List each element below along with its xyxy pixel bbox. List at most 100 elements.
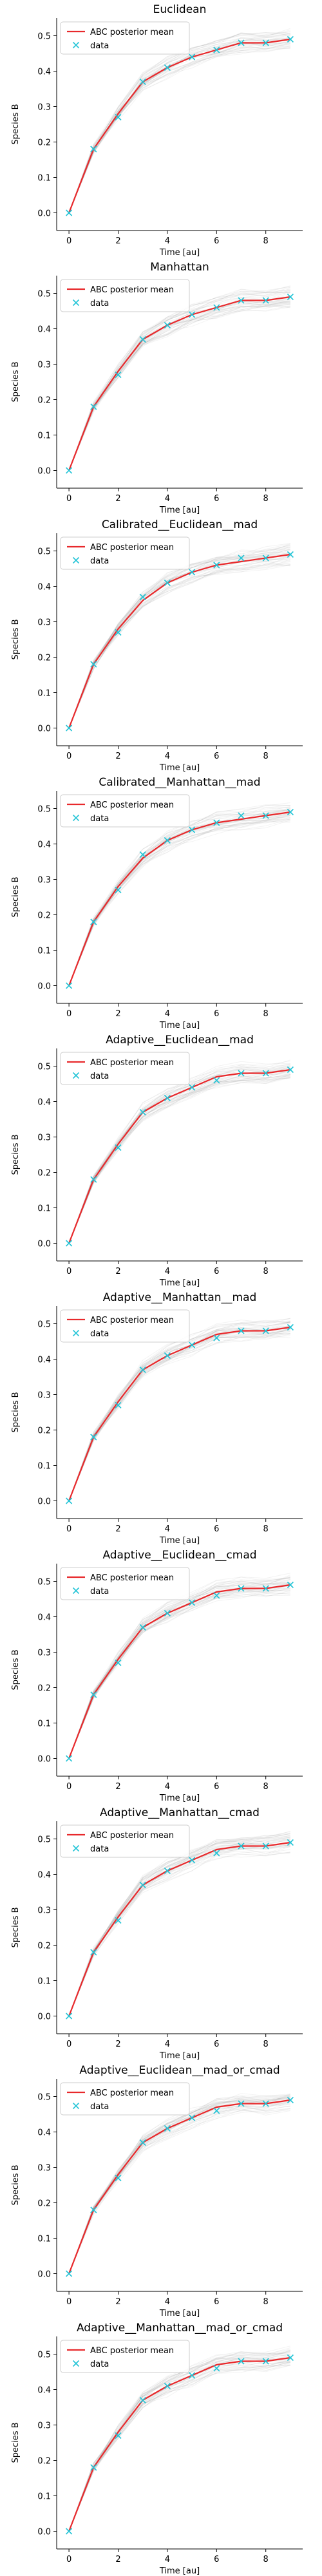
x-axis-label: Time [au] bbox=[159, 763, 200, 773]
posterior-samples bbox=[68, 285, 291, 471]
posterior-sample-line bbox=[68, 553, 290, 728]
posterior-sample-line bbox=[68, 298, 290, 471]
y-tick-label: 0.4 bbox=[37, 1098, 51, 1108]
posterior-sample-line bbox=[68, 300, 290, 471]
x-tick-label: 6 bbox=[214, 1267, 219, 1276]
data-point bbox=[90, 403, 97, 410]
posterior-sample-line bbox=[68, 553, 290, 728]
y-tick-label: 0.0 bbox=[37, 209, 51, 219]
posterior-samples bbox=[68, 28, 291, 213]
posterior-sample-line bbox=[68, 305, 290, 471]
posterior-samples bbox=[68, 802, 291, 986]
posterior-sample-line bbox=[68, 821, 290, 986]
x-tick-label: 4 bbox=[165, 1782, 170, 1792]
subplot-4: Calibrated__Manhattan__mad 0.0 0.1 0.2 0.3 0.… bbox=[11, 776, 303, 1030]
legend-marker-swatch bbox=[72, 1844, 80, 1852]
y-tick-label: 0.1 bbox=[37, 1719, 51, 1729]
data-point bbox=[66, 1240, 73, 1247]
posterior-samples bbox=[68, 2345, 291, 2532]
posterior-sample-line bbox=[68, 1333, 290, 1501]
x-axis-label: Time [au] bbox=[159, 1278, 200, 1288]
data-point bbox=[213, 1077, 220, 1084]
data-point bbox=[90, 146, 97, 153]
data-point bbox=[90, 1949, 97, 1956]
y-tick-label: 0.3 bbox=[37, 2164, 51, 2174]
legend-label-mean: ABC posterior mean bbox=[90, 2088, 174, 2098]
posterior-sample-line bbox=[68, 2097, 290, 2274]
data-point bbox=[90, 1176, 97, 1183]
posterior-sample-line bbox=[68, 1328, 290, 1501]
posterior-sample-line bbox=[68, 2349, 290, 2532]
posterior-sample-line bbox=[68, 2098, 291, 2274]
posterior-sample-line bbox=[68, 303, 290, 471]
data-point bbox=[164, 321, 171, 329]
x-tick-label: 6 bbox=[214, 1009, 219, 1019]
data-point bbox=[262, 2358, 269, 2365]
posterior-sample-line bbox=[68, 2365, 291, 2532]
posterior-sample-line bbox=[68, 1839, 291, 2016]
posterior-samples bbox=[68, 2093, 291, 2274]
y-tick-label: 0.1 bbox=[37, 1977, 51, 1987]
data-point bbox=[90, 661, 97, 668]
posterior-sample-line bbox=[68, 815, 290, 986]
x-tick-label: 6 bbox=[214, 236, 219, 246]
legend-frame bbox=[60, 1824, 190, 1858]
data-point bbox=[66, 467, 73, 474]
posterior-sample-line bbox=[68, 2361, 291, 2532]
posterior-sample-line bbox=[68, 564, 290, 728]
data-point bbox=[115, 2174, 122, 2182]
data-point bbox=[164, 579, 171, 587]
legend-label-mean: ABC posterior mean bbox=[90, 800, 174, 810]
posterior-sample-line bbox=[68, 45, 290, 213]
legend-marker-swatch bbox=[72, 1072, 80, 1079]
posterior-sample-line bbox=[68, 1321, 290, 1501]
posterior-sample-line bbox=[68, 543, 291, 728]
y-tick-label: 0.5 bbox=[37, 32, 51, 42]
posterior-sample-line bbox=[68, 810, 290, 986]
y-tick-label: 0.0 bbox=[37, 1497, 51, 1507]
posterior-sample-line bbox=[68, 546, 291, 728]
data-point bbox=[213, 304, 220, 311]
posterior-sample-line bbox=[68, 1848, 290, 2016]
y-axis-label: Species B bbox=[11, 361, 21, 402]
y-tick-label: 0.2 bbox=[37, 654, 51, 663]
posterior-sample-line bbox=[68, 805, 290, 986]
posterior-sample-line bbox=[68, 2362, 291, 2532]
posterior-sample-line bbox=[68, 1076, 291, 1244]
posterior-sample-line bbox=[68, 554, 290, 728]
legend: ABC posterior mean data bbox=[60, 21, 190, 55]
legend-label-data: data bbox=[90, 1587, 109, 1596]
posterior-sample-line bbox=[68, 2101, 290, 2274]
posterior-sample-line bbox=[68, 1581, 290, 1759]
data-point bbox=[189, 826, 196, 833]
series-line-abc-posterior-mean bbox=[68, 553, 291, 728]
posterior-sample-line bbox=[68, 1577, 290, 1759]
posterior-sample-line bbox=[68, 2350, 291, 2532]
posterior-sample-line bbox=[68, 37, 290, 213]
posterior-sample-line bbox=[68, 555, 291, 728]
chart-title: Adaptive__Euclidean__mad_or_cmad bbox=[79, 2064, 279, 2077]
data-point bbox=[262, 1585, 269, 1592]
posterior-sample-line bbox=[68, 544, 291, 728]
posterior-sample-line bbox=[68, 808, 291, 986]
posterior-sample-line bbox=[68, 301, 290, 471]
y-tick-label: 0.3 bbox=[37, 1649, 51, 1658]
y-tick-label: 0.1 bbox=[37, 1462, 51, 1472]
data-point bbox=[262, 554, 269, 562]
legend-marker-swatch bbox=[72, 2102, 80, 2110]
posterior-sample-line bbox=[68, 303, 290, 471]
posterior-sample-line bbox=[68, 564, 290, 728]
data-point bbox=[66, 1755, 73, 1762]
series-line-abc-posterior-mean bbox=[68, 1068, 291, 1244]
posterior-sample-line bbox=[68, 2349, 291, 2532]
y-tick-label: 0.4 bbox=[37, 325, 51, 335]
data-point bbox=[287, 1323, 294, 1331]
posterior-sample-line bbox=[68, 1590, 291, 1759]
posterior-sample-line bbox=[68, 564, 290, 728]
posterior-sample-line bbox=[68, 2347, 291, 2532]
legend-marker-swatch bbox=[72, 1329, 80, 1337]
y-tick-label: 0.3 bbox=[37, 2421, 51, 2431]
posterior-sample-line bbox=[68, 2096, 291, 2274]
posterior-sample-line bbox=[68, 556, 290, 728]
x-tick-label: 4 bbox=[165, 752, 170, 761]
